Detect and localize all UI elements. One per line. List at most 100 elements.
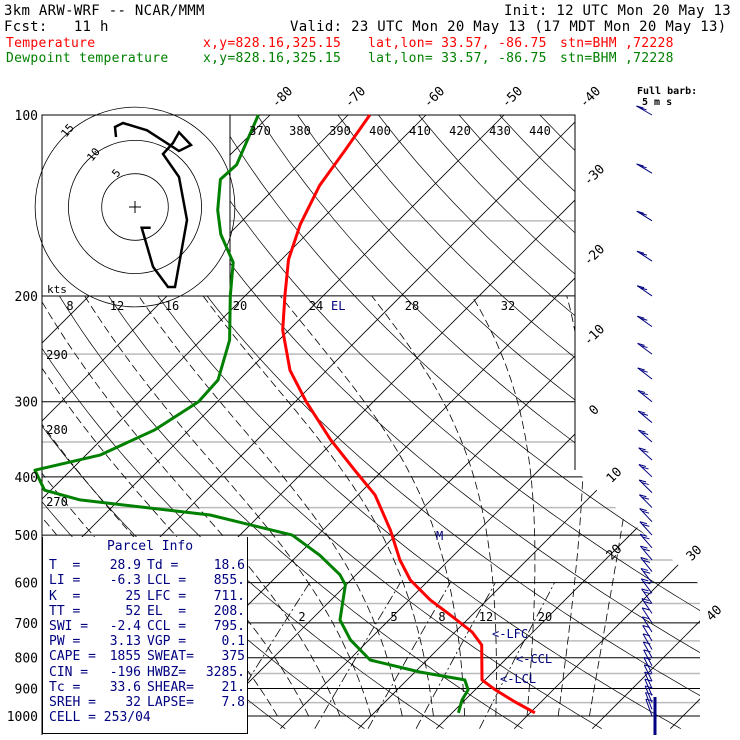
- dry-adiabat: [701, 115, 740, 729]
- wind-barb-flag: [641, 496, 650, 500]
- parcel-cell: CELL = 253/04: [49, 710, 151, 726]
- wind-barb: [640, 557, 653, 572]
- forecast-hour: Fcst: 11 h: [4, 19, 109, 35]
- isotherm: [0, 115, 36, 729]
- dry-adiabat: [42, 115, 602, 730]
- theta-label: 280: [46, 423, 68, 437]
- wind-barb-staff: [637, 390, 653, 403]
- parcel-key: SHEAR=: [147, 679, 194, 695]
- isotherm-label: 10: [604, 465, 626, 487]
- temperature-xy: x,y=828.16,325.15: [203, 36, 342, 51]
- isotherm: [436, 115, 700, 729]
- wind-barb-flag: [641, 578, 649, 582]
- parcel-key: LAPSE=: [147, 695, 194, 711]
- wind-barb-flag: [640, 345, 648, 349]
- wind-barb: [640, 545, 653, 561]
- parcel-value: 3.13: [109, 634, 141, 650]
- parcel-key: HWBZ=: [147, 664, 187, 680]
- wind-barb-flag: [638, 410, 646, 414]
- isotherm: [592, 115, 700, 729]
- dry-adiabat: [418, 115, 700, 730]
- pressure-label: 700: [15, 617, 38, 632]
- pressure-label: 900: [15, 682, 38, 697]
- wind-barb-staff: [639, 508, 653, 523]
- wind-barb-flag: [639, 252, 648, 256]
- theta-e-label: 390: [329, 124, 351, 138]
- wind-barb-staff: [637, 367, 653, 380]
- parcel-key: LFC =: [147, 588, 187, 604]
- wind-barb-flag: [639, 165, 647, 169]
- parcel-row: Tc = 33.6 SHEAR= 21.: [43, 680, 247, 695]
- wind-barb-staff: [644, 685, 653, 703]
- parcel-value: -196: [109, 664, 141, 680]
- wind-barb-flag: [641, 449, 649, 453]
- wind-barb-flag: [638, 463, 647, 467]
- temperature-legend: Temperature: [6, 36, 96, 51]
- pressure-label: 400: [15, 471, 38, 486]
- dry-adiabat: [176, 115, 700, 730]
- dry-adiabat: [539, 115, 700, 730]
- wind-barb-flag: [640, 567, 649, 571]
- hodograph-scale-label: 20: [233, 299, 247, 313]
- wind-barb-flag: [643, 581, 651, 585]
- wind-barb: [641, 588, 653, 604]
- moist-adiabat: [84, 295, 372, 717]
- parcel-row: SWI = -2.4 CCL = 795.: [43, 619, 247, 634]
- theta-e-label: 380: [289, 124, 311, 138]
- isotherm: [42, 115, 505, 729]
- parcel-value: 208.: [213, 603, 245, 619]
- wind-barb: [638, 463, 653, 478]
- ccl-marker: <-CCL: [516, 652, 552, 666]
- theta-e-label: 440: [529, 124, 551, 138]
- wind-barb-flag: [643, 656, 652, 660]
- wind-barb: [642, 633, 653, 650]
- wind-barb-flag: [643, 570, 651, 574]
- wind-barb: [642, 641, 653, 658]
- wind-barb-staff: [641, 598, 653, 614]
- mixing-ratio-line: [415, 582, 496, 729]
- hodograph-scale-label: 16: [165, 299, 179, 313]
- theta-e-label: 420: [449, 124, 471, 138]
- wind-barb: [640, 578, 653, 594]
- wind-barb: [645, 692, 653, 710]
- hodograph-ring: [68, 139, 202, 274]
- wind-barb-flag: [642, 616, 650, 620]
- wind-barb-staff: [640, 557, 653, 572]
- wind-barb-staff: [636, 285, 653, 297]
- wind-barb-flag: [638, 447, 646, 451]
- wind-barb: [636, 105, 653, 116]
- wind-barb-staff: [638, 447, 653, 461]
- wind-barb-flag: [637, 367, 645, 371]
- wind-barb-flag: [643, 601, 651, 604]
- wind-barb-flag: [636, 163, 644, 167]
- parcel-row: LI = -6.3 LCL = 855.: [43, 573, 247, 588]
- wind-barb-flag: [642, 536, 650, 540]
- wind-barb-flag: [639, 508, 647, 512]
- dry-adiabat: [378, 115, 700, 730]
- dry-adiabat: [42, 115, 49, 729]
- wind-barb: [644, 685, 653, 703]
- wind-barb-staff: [639, 533, 653, 549]
- wind-barb: [637, 389, 653, 403]
- dry-adiabat: [216, 115, 700, 730]
- parcel-key: CAPE =: [49, 649, 96, 665]
- isotherm: [202, 115, 700, 729]
- wind-barb-staff: [636, 105, 653, 116]
- dewpoint-profile: [33, 114, 470, 714]
- theta-e-label: 410: [409, 124, 431, 138]
- moist-adiabat: [202, 295, 434, 717]
- mixing-ratio-line: [479, 582, 555, 729]
- lfc-marker: <-LFC: [492, 627, 528, 641]
- wind-barb: [637, 342, 653, 355]
- parcel-row: K = 25 LFC = 711.: [43, 589, 247, 604]
- moist-adiabat: [138, 295, 403, 717]
- wind-barb-flag: [645, 692, 653, 696]
- wind-barb-staff: [641, 616, 653, 633]
- hodograph-scale-label: 28: [405, 299, 419, 313]
- wind-barb-flag: [643, 649, 651, 653]
- wind-barb: [638, 479, 653, 494]
- lcl-marker: <-LCL: [500, 672, 536, 686]
- parcel-key: PW =: [49, 634, 81, 650]
- wind-barb: [636, 250, 653, 262]
- wind-barb-staff: [638, 429, 653, 443]
